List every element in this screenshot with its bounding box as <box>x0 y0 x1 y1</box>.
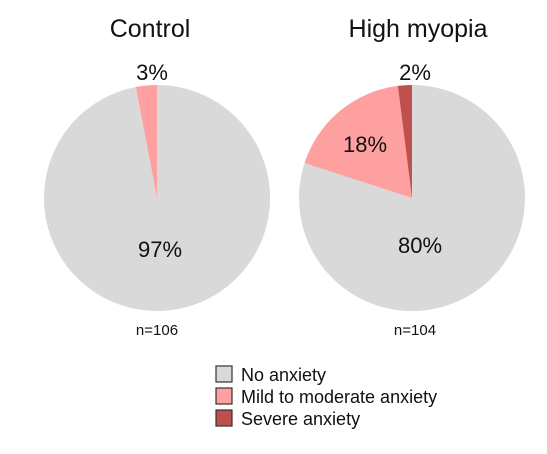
legend-item-mild-moderate: Mild to moderate anxiety <box>215 387 437 407</box>
n-label-high-myopia: n=104 <box>394 322 436 339</box>
legend-swatch-no-anxiety <box>215 365 233 383</box>
legend-item-no-anxiety: No anxiety <box>215 365 326 385</box>
n-label-control: n=106 <box>136 322 178 339</box>
legend-item-severe: Severe anxiety <box>215 409 360 429</box>
pie-slice-control-mild-to-moderate-anxiety <box>135 85 157 198</box>
slice-label-control-mild: 3% <box>136 60 168 85</box>
pie-slice-control-no-anxiety <box>43 85 270 311</box>
pie-slice-high-myopia-severe-anxiety <box>397 85 412 198</box>
pie-slice-high-myopia-mild-to-moderate-anxiety <box>304 85 412 198</box>
legend-swatch-severe <box>215 409 233 427</box>
legend-swatch-mild-moderate <box>215 387 233 405</box>
pie-slices-high-myopia <box>298 85 525 311</box>
pie-slices-control <box>43 85 270 311</box>
legend-label-mild-moderate: Mild to moderate anxiety <box>241 387 437 407</box>
legend: No anxiety Mild to moderate anxiety Seve… <box>215 365 437 429</box>
slice-label-high-myopia-no-anxiety: 80% <box>398 233 442 258</box>
slice-label-high-myopia-mild: 18% <box>343 132 387 157</box>
pie-title-high-myopia: High myopia <box>349 15 488 43</box>
slice-label-high-myopia-severe: 2% <box>399 60 431 85</box>
legend-label-no-anxiety: No anxiety <box>241 365 326 385</box>
pie-chart-control: Control 97% 3% n=106 <box>43 15 270 339</box>
pie-chart-high-myopia: High myopia 80% 18% 2% n=104 <box>298 15 525 339</box>
pie-title-control: Control <box>110 15 191 43</box>
slice-label-control-no-anxiety: 97% <box>138 237 182 262</box>
legend-label-severe: Severe anxiety <box>241 409 360 429</box>
